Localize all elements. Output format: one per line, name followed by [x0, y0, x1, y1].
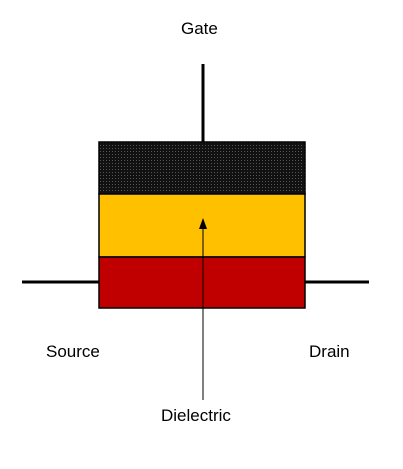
dielectric-label: Dielectric: [161, 406, 231, 425]
gate-layer: [98, 141, 306, 195]
source-label: Source: [46, 342, 100, 361]
channel-layer: [98, 256, 306, 309]
dielectric-arrow-head: [199, 218, 207, 229]
gate-label: Gate: [181, 19, 218, 38]
drain-label: Drain: [309, 342, 350, 361]
